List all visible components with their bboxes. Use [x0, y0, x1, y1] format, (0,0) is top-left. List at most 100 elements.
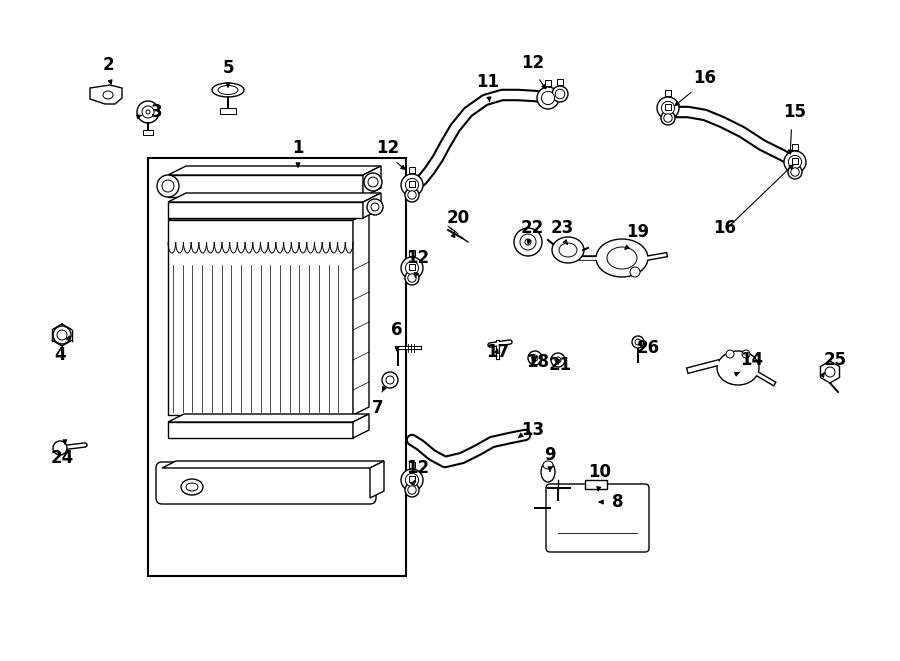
- Circle shape: [742, 350, 750, 358]
- Circle shape: [371, 203, 379, 211]
- Circle shape: [632, 336, 644, 348]
- Text: 5: 5: [222, 59, 234, 77]
- Circle shape: [53, 441, 67, 455]
- Text: 9: 9: [544, 446, 556, 464]
- Ellipse shape: [103, 91, 113, 99]
- Circle shape: [382, 372, 398, 388]
- Circle shape: [542, 91, 554, 104]
- Circle shape: [555, 89, 565, 98]
- Bar: [409, 167, 415, 173]
- Text: 12: 12: [407, 249, 429, 267]
- Circle shape: [552, 86, 568, 102]
- Text: 16: 16: [714, 219, 736, 237]
- Circle shape: [784, 151, 806, 173]
- Circle shape: [137, 101, 159, 123]
- Circle shape: [405, 483, 419, 497]
- Circle shape: [657, 97, 679, 119]
- Ellipse shape: [181, 479, 203, 495]
- Circle shape: [555, 357, 561, 363]
- Text: 14: 14: [741, 351, 763, 369]
- Circle shape: [57, 330, 67, 340]
- FancyBboxPatch shape: [156, 462, 376, 504]
- Text: 15: 15: [784, 103, 806, 121]
- Text: 18: 18: [526, 353, 550, 371]
- Ellipse shape: [541, 462, 555, 482]
- Circle shape: [142, 106, 154, 118]
- Bar: [409, 462, 415, 468]
- Bar: [665, 104, 671, 110]
- Text: 26: 26: [636, 339, 660, 357]
- Circle shape: [664, 114, 672, 122]
- Circle shape: [791, 168, 799, 176]
- Circle shape: [788, 165, 802, 179]
- Ellipse shape: [717, 351, 759, 385]
- Text: 10: 10: [589, 463, 611, 481]
- Circle shape: [662, 101, 675, 114]
- Circle shape: [726, 350, 734, 358]
- Text: 12: 12: [376, 139, 400, 157]
- Bar: [557, 79, 563, 85]
- Bar: [545, 80, 551, 86]
- Bar: [585, 480, 607, 489]
- Bar: [168, 175, 363, 197]
- Text: 13: 13: [521, 421, 544, 439]
- Bar: [168, 422, 353, 438]
- Circle shape: [401, 174, 423, 196]
- Circle shape: [368, 177, 378, 187]
- Circle shape: [401, 469, 423, 491]
- Ellipse shape: [607, 247, 637, 269]
- Polygon shape: [168, 193, 381, 202]
- Text: 16: 16: [694, 69, 716, 87]
- Polygon shape: [168, 414, 369, 422]
- Circle shape: [408, 486, 416, 494]
- Circle shape: [528, 351, 542, 365]
- Text: 21: 21: [548, 356, 572, 374]
- Text: 25: 25: [824, 351, 847, 369]
- Bar: [665, 90, 671, 96]
- Circle shape: [405, 473, 418, 486]
- Text: 1: 1: [292, 139, 304, 157]
- Polygon shape: [90, 85, 122, 104]
- Circle shape: [146, 110, 150, 114]
- Circle shape: [364, 173, 382, 191]
- Polygon shape: [363, 193, 381, 218]
- Circle shape: [157, 175, 179, 197]
- Text: 6: 6: [392, 321, 403, 339]
- Polygon shape: [353, 212, 369, 415]
- Circle shape: [537, 87, 559, 109]
- Circle shape: [661, 111, 675, 125]
- Circle shape: [788, 155, 802, 169]
- Circle shape: [825, 367, 835, 377]
- Text: 12: 12: [407, 459, 429, 477]
- Circle shape: [514, 228, 542, 256]
- Bar: [409, 264, 415, 270]
- Bar: [409, 476, 415, 482]
- Circle shape: [162, 180, 174, 192]
- Ellipse shape: [596, 239, 648, 277]
- Text: 8: 8: [612, 493, 624, 511]
- Text: 19: 19: [626, 223, 650, 241]
- Bar: [148, 158, 406, 576]
- Circle shape: [408, 191, 416, 199]
- Circle shape: [520, 234, 536, 250]
- Bar: [168, 202, 363, 218]
- Polygon shape: [370, 461, 384, 498]
- Circle shape: [635, 339, 641, 345]
- Ellipse shape: [218, 85, 238, 95]
- Bar: [168, 220, 353, 415]
- Ellipse shape: [552, 237, 584, 263]
- Text: 24: 24: [50, 449, 74, 467]
- Polygon shape: [821, 361, 840, 383]
- Bar: [792, 144, 798, 150]
- Circle shape: [405, 178, 418, 192]
- Text: 20: 20: [446, 209, 470, 227]
- Circle shape: [630, 267, 640, 277]
- Circle shape: [525, 239, 531, 245]
- Circle shape: [408, 274, 416, 282]
- Text: 23: 23: [551, 219, 573, 237]
- Polygon shape: [162, 461, 384, 468]
- Text: 22: 22: [520, 219, 544, 237]
- Text: 2: 2: [103, 56, 113, 74]
- Circle shape: [386, 376, 394, 384]
- Circle shape: [405, 261, 418, 274]
